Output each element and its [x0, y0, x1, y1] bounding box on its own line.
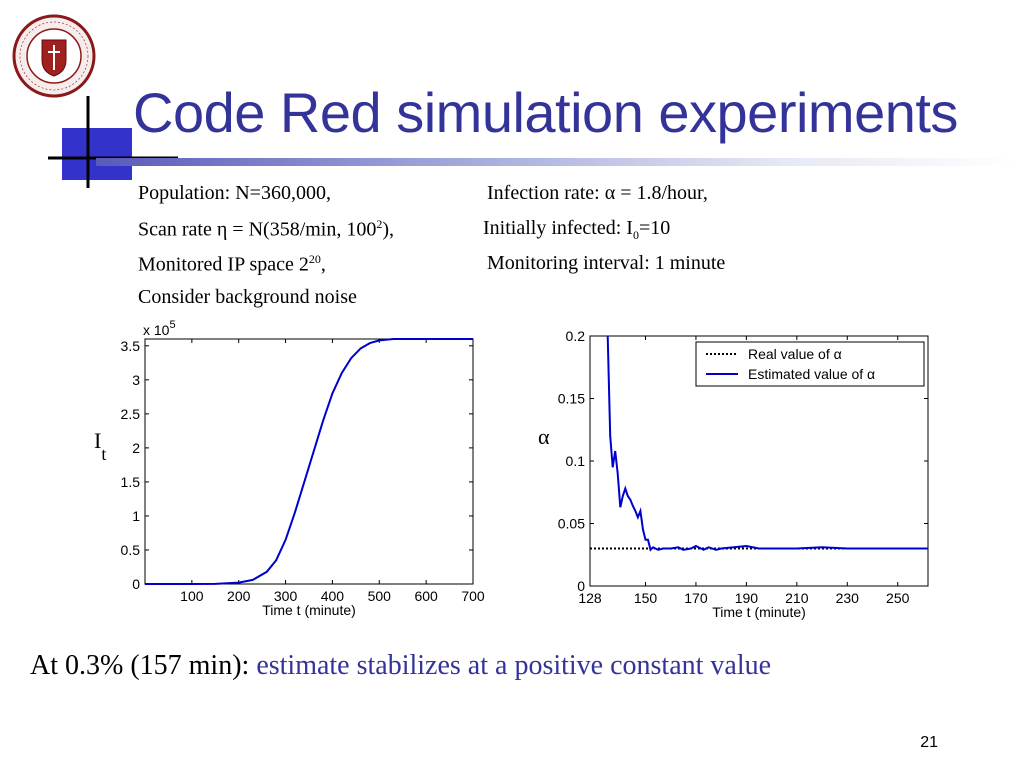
x-tick-label-6: 700 [461, 588, 485, 604]
param-monitoring-interval: Monitoring interval: 1 minute [487, 252, 726, 274]
monitored-text: Monitored IP space 2 [138, 253, 309, 276]
y-tick-label-7: 3.5 [121, 338, 141, 354]
x-tick-label-1: 150 [634, 590, 658, 606]
x-tick-label-2: 300 [274, 588, 298, 604]
x-tick-label-1: 200 [227, 588, 251, 604]
scan-rate-end: ), [382, 218, 395, 241]
y-tick-label-4: 0.2 [566, 328, 586, 344]
param-initially-infected: Initially infected: I0=10 [483, 217, 670, 243]
x-tick-label-3: 400 [321, 588, 345, 604]
page-number: 21 [920, 734, 938, 751]
legend-label-1: Estimated value of α [748, 366, 875, 382]
initially-value: =10 [638, 217, 671, 239]
x-tick-label-5: 600 [414, 588, 438, 604]
y-axis-label-main: I [94, 428, 101, 453]
y-tick-label-3: 1.5 [121, 474, 141, 490]
legend-label-0: Real value of α [748, 346, 842, 362]
monitored-end: , [320, 253, 326, 276]
y-axis-label-sub: t [101, 444, 106, 464]
x-axis-label: Time t (minute) [712, 604, 806, 620]
scan-rate-exponent: 2 [376, 217, 383, 231]
y-tick-label-0: 0 [132, 576, 140, 592]
y-tick-label-1: 0.5 [121, 542, 141, 558]
monitored-exponent: 20 [308, 252, 321, 266]
x-axis-label: Time t (minute) [262, 602, 356, 618]
initially-text: Initially infected: I [483, 217, 633, 239]
param-scan-rate: Scan rate η = N(358/min, 1002), [138, 217, 394, 242]
y-multiplier: x 105 [143, 319, 176, 338]
series-line-0 [145, 338, 473, 585]
param-infection-rate: Infection rate: α = 1.8/hour, [487, 182, 708, 204]
x-tick-label-2: 170 [684, 590, 708, 606]
y-tick-label-6: 3 [132, 372, 140, 388]
y-tick-label-3: 0.15 [558, 391, 585, 407]
x-tick-label-4: 500 [368, 588, 392, 604]
param-population: Population: N=360,000, [138, 182, 331, 204]
y-tick-label-0: 0 [577, 578, 585, 594]
initially-subscript: 0 [632, 228, 639, 242]
infected-count-chart: 100 200 300 400 500 600 700 0 0.5 1 1.5 2 2.5 3 3.5 Tim… [94, 319, 485, 618]
x-tick-label-3: 190 [735, 590, 759, 606]
y-tick-label-4: 2 [132, 440, 140, 456]
slide-title: Code Red simulation experiments [133, 81, 958, 144]
y-axis-label: α [538, 424, 550, 449]
plot-frame [144, 338, 474, 585]
param-monitored-space: Monitored IP space 220, [138, 252, 326, 277]
conclusion-prefix: At 0.3% (157 min): [30, 650, 257, 681]
university-seal-logo [12, 14, 96, 98]
x-tick-label-0: 128 [578, 590, 602, 606]
alpha-estimate-chart: 128 150 170 190 210 230 250 0 0.05 0.1 0.15 0.2 Time… [538, 328, 929, 620]
y-tick-label-1: 0.05 [558, 516, 585, 532]
y-axis-label: It [94, 428, 106, 464]
conclusion-text: At 0.3% (157 min): estimate stabilizes a… [30, 650, 771, 682]
title-underline [96, 158, 1016, 166]
scan-rate-text: Scan rate η = N(358/min, 100 [138, 218, 377, 241]
y-tick-label-2: 1 [132, 508, 140, 524]
y-multiplier-base: x 10 [143, 322, 170, 338]
legend-box [695, 341, 925, 387]
x-tick-label-5: 230 [836, 590, 860, 606]
y-multiplier-exponent: 5 [169, 319, 175, 331]
conclusion-highlight: estimate stabilizes at a positive consta… [256, 650, 772, 681]
y-tick-label-2: 0.1 [566, 453, 586, 469]
x-tick-label-0: 100 [180, 588, 204, 604]
x-tick-label-4: 210 [785, 590, 809, 606]
param-background-noise: Consider background noise [138, 286, 357, 308]
series-line-1 [606, 335, 928, 552]
x-tick-label-6: 250 [886, 590, 910, 606]
y-tick-label-5: 2.5 [121, 406, 141, 422]
